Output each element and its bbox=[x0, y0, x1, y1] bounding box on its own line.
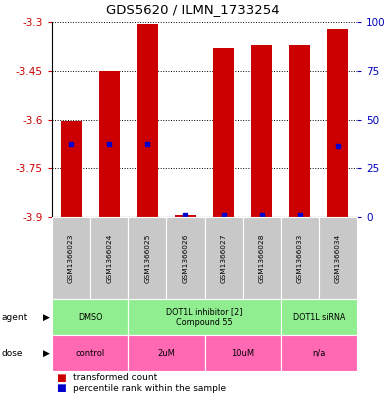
Text: GSM1366026: GSM1366026 bbox=[182, 233, 188, 283]
Text: agent: agent bbox=[2, 312, 28, 321]
Bar bbox=[175, 215, 196, 217]
Bar bbox=[60, 121, 82, 217]
Text: GSM1366025: GSM1366025 bbox=[144, 233, 150, 283]
Text: GSM1366024: GSM1366024 bbox=[106, 233, 112, 283]
Text: percentile rank within the sample: percentile rank within the sample bbox=[73, 384, 226, 393]
Text: GSM1366034: GSM1366034 bbox=[335, 233, 341, 283]
Bar bbox=[251, 45, 272, 217]
Text: DOT1L siRNA: DOT1L siRNA bbox=[293, 312, 345, 321]
Text: ■: ■ bbox=[56, 373, 65, 383]
Text: ▶: ▶ bbox=[43, 349, 50, 358]
Text: n/a: n/a bbox=[312, 349, 326, 358]
Text: DMSO: DMSO bbox=[78, 312, 102, 321]
Text: GSM1366033: GSM1366033 bbox=[297, 233, 303, 283]
Text: GSM1366023: GSM1366023 bbox=[68, 233, 74, 283]
Bar bbox=[328, 29, 348, 217]
Text: ▶: ▶ bbox=[43, 312, 50, 321]
Bar bbox=[137, 24, 158, 217]
Text: GSM1366028: GSM1366028 bbox=[259, 233, 265, 283]
Text: ■: ■ bbox=[56, 383, 65, 393]
Text: transformed count: transformed count bbox=[73, 373, 157, 382]
Text: 10uM: 10uM bbox=[231, 349, 254, 358]
Text: DOT1L inhibitor [2]
Compound 55: DOT1L inhibitor [2] Compound 55 bbox=[166, 307, 243, 327]
Text: control: control bbox=[75, 349, 105, 358]
Text: dose: dose bbox=[2, 349, 23, 358]
Bar bbox=[290, 45, 310, 217]
Text: 2uM: 2uM bbox=[157, 349, 175, 358]
Text: GDS5620 / ILMN_1733254: GDS5620 / ILMN_1733254 bbox=[106, 4, 279, 17]
Bar bbox=[213, 48, 234, 217]
Text: GSM1366027: GSM1366027 bbox=[221, 233, 226, 283]
Bar bbox=[99, 71, 120, 217]
